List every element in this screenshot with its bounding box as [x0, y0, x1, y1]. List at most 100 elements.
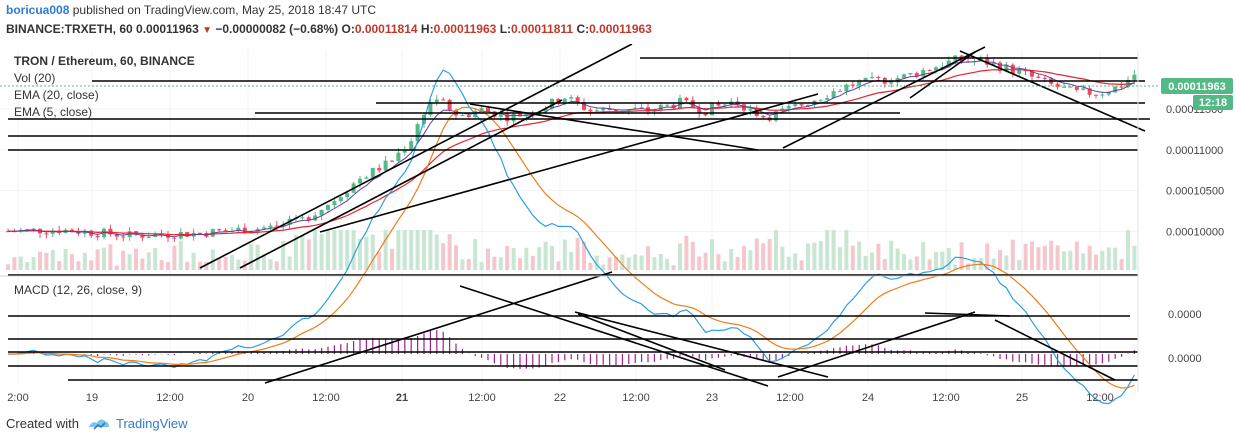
volume-bar: [25, 262, 30, 270]
candle-body: [1081, 88, 1086, 90]
volume-bar: [556, 261, 561, 270]
candle-body: [95, 235, 100, 238]
candle-body: [748, 108, 753, 111]
volume-bar: [121, 250, 126, 270]
candle-body: [946, 60, 951, 67]
volume-bar: [338, 230, 343, 270]
volume-bar: [409, 230, 414, 270]
volume-bar: [646, 246, 650, 270]
candle-body: [25, 229, 30, 231]
candle-body: [479, 107, 484, 111]
legend-volume[interactable]: Vol (20): [14, 71, 56, 85]
candle-body: [313, 215, 318, 221]
volume-bar: [620, 254, 625, 270]
drawn-line: [909, 51, 976, 99]
drawn-line: [994, 319, 1116, 381]
candle-body: [140, 234, 145, 238]
candle-body: [908, 73, 913, 75]
author-link[interactable]: boricua008: [6, 3, 70, 17]
volume-bar: [204, 261, 209, 270]
legend-macd[interactable]: MACD (12, 26, close, 9): [14, 283, 143, 297]
candle-body: [268, 225, 273, 228]
candle-body: [236, 227, 241, 231]
current-price-badge: [1161, 78, 1233, 94]
candle-body: [1132, 74, 1137, 80]
candle-body: [697, 107, 702, 114]
candle-body: [377, 167, 382, 171]
volume-bar: [274, 261, 279, 270]
volume-bar: [530, 255, 535, 270]
volume-bar: [518, 258, 522, 270]
volume-bar: [332, 230, 337, 270]
volume-bar: [198, 261, 202, 270]
candle-body: [850, 84, 855, 86]
time-axis: 2:00 19 12:00 20 12:00 21 12:00 22 12:00 23 12:00 2…: [7, 392, 1113, 404]
candle-body: [1004, 64, 1009, 71]
volume-bar: [991, 258, 996, 270]
drawn-line: [239, 99, 563, 269]
candle-body: [505, 113, 510, 122]
volume-bar: [1049, 240, 1054, 270]
drawn-line: [577, 313, 726, 371]
macd-tick-label: 0.0000: [1168, 309, 1202, 321]
volume-bar: [921, 242, 926, 270]
volume-bar: [345, 230, 350, 270]
candle-body: [921, 69, 926, 77]
volume-bar: [658, 254, 663, 270]
volume-bar: [57, 261, 62, 270]
candle-body: [601, 108, 606, 111]
legend-ema5[interactable]: EMA (5, close): [14, 105, 93, 119]
volume-bar: [607, 257, 612, 270]
candle-body: [518, 113, 522, 117]
time-tick-label: 12:00: [468, 392, 496, 404]
volume-bar: [498, 257, 503, 270]
volume-bar: [172, 245, 177, 270]
volume-bar: [1030, 241, 1034, 270]
candle-body: [876, 76, 881, 78]
tradingview-link[interactable]: TradingView: [116, 416, 188, 431]
volume-bar: [722, 261, 727, 270]
low-value: 0.00011811: [511, 22, 574, 36]
volume-bar: [665, 258, 670, 270]
drawn-line: [319, 93, 819, 233]
volume-bar: [1100, 250, 1105, 270]
candle-body: [934, 67, 938, 71]
candle-body: [914, 73, 919, 77]
volume-bar: [889, 240, 894, 270]
volume-bar: [748, 250, 753, 270]
price-chart[interactable]: 0.000100000.000105000.000110000.00011500…: [0, 44, 1236, 406]
candle-body: [217, 229, 222, 231]
candle-body: [434, 99, 439, 103]
volume-bar: [12, 257, 17, 270]
volume-bar: [415, 230, 420, 270]
volume-bar: [850, 245, 855, 270]
candle-body: [498, 113, 503, 117]
candle-body: [639, 107, 644, 109]
volume-bar: [1081, 253, 1086, 270]
candle-body: [198, 232, 202, 234]
volume-bar: [697, 256, 702, 270]
countdown-badge: [1193, 95, 1233, 110]
footer: Created with TradingView: [0, 406, 1236, 442]
volume-bar: [863, 255, 868, 270]
volume-bar: [684, 235, 689, 270]
candle-body: [1119, 86, 1124, 88]
volume-bar: [217, 257, 222, 270]
down-arrow-icon: ▼: [202, 25, 213, 36]
candle-body: [902, 74, 906, 78]
volume-bar: [255, 244, 260, 270]
candle-body: [710, 103, 714, 116]
candlesticks: [6, 54, 1137, 243]
candle-body: [786, 106, 791, 109]
legend-ema20[interactable]: EMA (20, close): [14, 88, 99, 102]
candle-body: [716, 103, 721, 106]
volume-bar: [914, 256, 919, 270]
candle-body: [364, 177, 369, 179]
candle-body: [262, 227, 266, 229]
volume-bar: [799, 260, 804, 270]
candle-body: [870, 76, 874, 78]
volume-bar: [268, 259, 273, 270]
candle-body: [1100, 94, 1105, 96]
candle-body: [575, 97, 580, 103]
candle-body: [358, 178, 362, 184]
